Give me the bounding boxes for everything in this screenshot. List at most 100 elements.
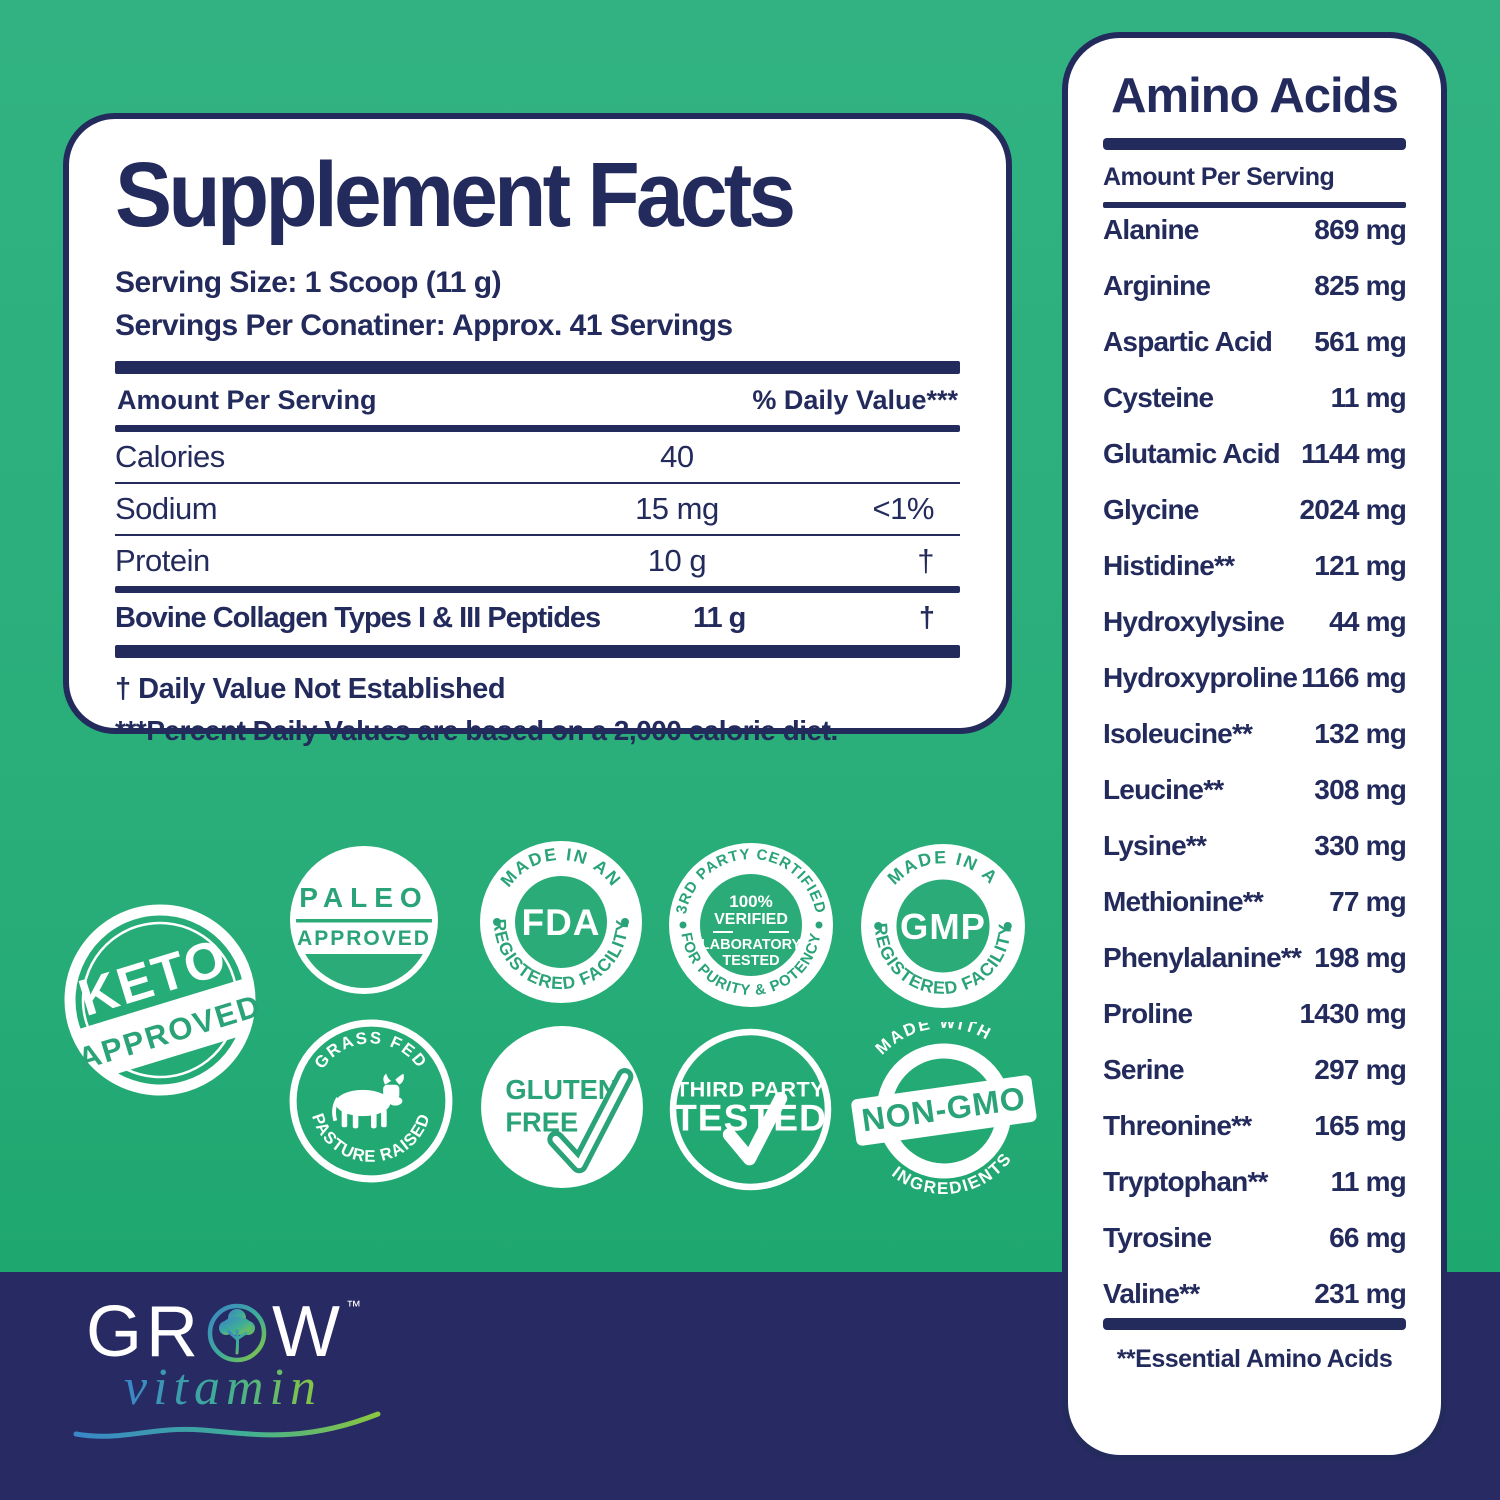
amino-value: 77 mg xyxy=(1329,886,1407,917)
amino-row: Methionine** 77 mg xyxy=(1103,886,1407,918)
amino-value: 297 mg xyxy=(1314,1054,1407,1085)
keto-approved-stamp-icon: KETO APPROVED xyxy=(64,904,267,1096)
supplement-facts-panel: Supplement Facts Serving Size: 1 Scoop (… xyxy=(63,113,1012,746)
logo-gr-text: GR xyxy=(86,1292,202,1372)
keto-approved-badge: KETO APPROVED xyxy=(60,900,267,1105)
amino-value: 11 mg xyxy=(1330,1166,1407,1197)
amino-row: Isoleucine** 132 mg xyxy=(1103,718,1407,750)
gluten-free-badge: GLUTEN FREE xyxy=(477,1022,647,1197)
non-gmo-icon: MADE WITH INGREDIENTS NON-GMO xyxy=(851,1005,1037,1206)
amino-value: 165 mg xyxy=(1314,1110,1407,1141)
fda-registered-badge: MADE IN AN REGISTERED FACILITY FDA xyxy=(477,838,645,1011)
amino-title: Amino Acids xyxy=(1111,69,1399,123)
amino-value: 2024 mg xyxy=(1299,494,1407,525)
tested-text: TESTED xyxy=(674,1097,827,1139)
amino-name: Leucine** xyxy=(1103,774,1224,805)
amino-value: 330 mg xyxy=(1314,830,1407,861)
amino-name: Valine** xyxy=(1103,1278,1200,1309)
free-text: FREE xyxy=(505,1106,578,1137)
amino-row: Cysteine 11 mg xyxy=(1103,382,1407,414)
paleo-text: PALEO xyxy=(299,882,428,913)
amino-name: Glycine xyxy=(1103,494,1199,525)
amino-row: Valine** 231 mg xyxy=(1103,1278,1407,1310)
amino-row: Aspartic Acid 561 mg xyxy=(1103,326,1407,358)
swoosh-underline-icon xyxy=(73,1411,381,1439)
serving-size: Serving Size: 1 Scoop (11 g) xyxy=(115,265,502,299)
amino-row: Arginine 825 mg xyxy=(1103,270,1407,302)
checkmark-icon xyxy=(722,1091,788,1166)
amino-row: Hydroxylysine 44 mg xyxy=(1103,606,1407,638)
amino-value: 825 mg xyxy=(1314,270,1407,301)
amino-name: Histidine** xyxy=(1103,550,1235,581)
third-party-certified-badge: 3RD PARTY CERTIFIED FOR PURITY & POTENCY… xyxy=(665,839,837,1016)
amino-name: Phenylalanine** xyxy=(1103,942,1302,973)
amino-row: Leucine** 308 mg xyxy=(1103,774,1407,806)
gluten-text: GLUTEN xyxy=(505,1074,617,1105)
non-gmo-badge: MADE WITH INGREDIENTS NON-GMO xyxy=(845,1005,1043,1206)
row-daily-value: † xyxy=(917,542,934,578)
third-party-text: THIRD PARTY xyxy=(676,1076,825,1101)
amino-value: 121 mg xyxy=(1314,550,1407,581)
amino-value: 561 mg xyxy=(1314,326,1407,357)
amino-row: Tryptophan** 11 mg xyxy=(1103,1166,1407,1198)
amino-name: Serine xyxy=(1103,1054,1185,1085)
amino-name: Hydroxylysine xyxy=(1103,606,1285,637)
gluten-free-icon: GLUTEN FREE xyxy=(481,1026,643,1188)
amino-row: Glutamic Acid 1144 mg xyxy=(1103,438,1407,470)
amino-name: Tryptophan** xyxy=(1103,1166,1268,1197)
amino-row: Phenylalanine** 198 mg xyxy=(1103,942,1407,974)
daily-value-header: % Daily Value*** xyxy=(752,384,958,415)
fda-center-text: FDA xyxy=(521,902,600,943)
row-amount: 10 g xyxy=(647,542,707,578)
nutrition-row-collagen: Bovine Collagen Types I & III Peptides 1… xyxy=(115,593,960,645)
row-amount: 15 mg xyxy=(635,490,719,526)
divider-thick xyxy=(115,644,960,658)
amino-value: 66 mg xyxy=(1329,1222,1407,1253)
amount-per-serving-header: Amount Per Serving xyxy=(117,384,377,415)
amino-row: Tyrosine 66 mg xyxy=(1103,1222,1407,1254)
row-name: Protein xyxy=(115,542,210,578)
amino-acids-panel: Amino Acids Amount Per Serving Alanine 8… xyxy=(1062,32,1447,1461)
grass-fed-badge: GRASS FED PASTURE RAISED xyxy=(286,1016,456,1191)
amino-value: 308 mg xyxy=(1314,774,1407,805)
amino-value: 231 mg xyxy=(1314,1278,1407,1309)
amino-row: Alanine 869 mg xyxy=(1103,214,1407,246)
amino-name: Tyrosine xyxy=(1103,1222,1212,1253)
gmp-registered-badge: MADE IN A REGISTERED FACILITY GMP xyxy=(858,841,1028,1016)
third-party-tested-badge: THIRD PARTY TESTED xyxy=(667,1026,834,1198)
amino-value: 44 mg xyxy=(1329,606,1407,637)
nutrition-row-protein: Protein 10 g † xyxy=(115,536,960,586)
logo-w-text: W xyxy=(272,1292,344,1372)
divider-thick xyxy=(1103,138,1406,150)
amino-name: Glutamic Acid xyxy=(1103,438,1281,469)
amino-rows: Alanine 869 mg Arginine 825 mg Aspartic … xyxy=(1103,214,1407,1310)
grass-fed-icon: GRASS FED PASTURE RAISED xyxy=(289,1019,453,1183)
amino-name: Arginine xyxy=(1103,270,1211,301)
footnote-percent: ***Percent Daily Values are based on a 2… xyxy=(115,714,838,746)
trademark-symbol: ™ xyxy=(345,1298,361,1315)
amino-name: Hydroxyproline xyxy=(1103,662,1298,693)
amino-row: Threonine** 165 mg xyxy=(1103,1110,1407,1142)
checkmark-icon xyxy=(547,1068,634,1174)
cert-laboratory-text: LABORATORY xyxy=(701,937,802,953)
amino-row: Hydroxyproline 1166 mg xyxy=(1103,662,1407,694)
amino-value: 132 mg xyxy=(1314,718,1407,749)
third-party-tested-icon: THIRD PARTY TESTED xyxy=(669,1028,832,1191)
row-amount: 40 xyxy=(660,438,694,474)
amino-row: Lysine** 330 mg xyxy=(1103,830,1407,862)
row-amount: 11 g xyxy=(692,602,746,635)
amino-name: Isoleucine** xyxy=(1103,718,1253,749)
amino-row: Glycine 2024 mg xyxy=(1103,494,1407,526)
amino-name: Methionine** xyxy=(1103,886,1264,917)
row-daily-value: † xyxy=(918,602,935,635)
amino-name: Lysine** xyxy=(1103,830,1207,861)
gmp-registered-icon: MADE IN A REGISTERED FACILITY GMP xyxy=(861,844,1025,1008)
divider-thin xyxy=(1103,202,1406,208)
amino-name: Proline xyxy=(1103,998,1193,1029)
cow-icon xyxy=(332,1073,404,1129)
amino-value: 869 mg xyxy=(1314,214,1407,245)
amino-value: 1430 mg xyxy=(1299,998,1407,1029)
amino-value: 11 mg xyxy=(1330,382,1407,413)
row-name: Bovine Collagen Types I & III Peptides xyxy=(115,602,601,635)
third-party-certified-icon: 3RD PARTY CERTIFIED FOR PURITY & POTENCY… xyxy=(669,843,833,1007)
